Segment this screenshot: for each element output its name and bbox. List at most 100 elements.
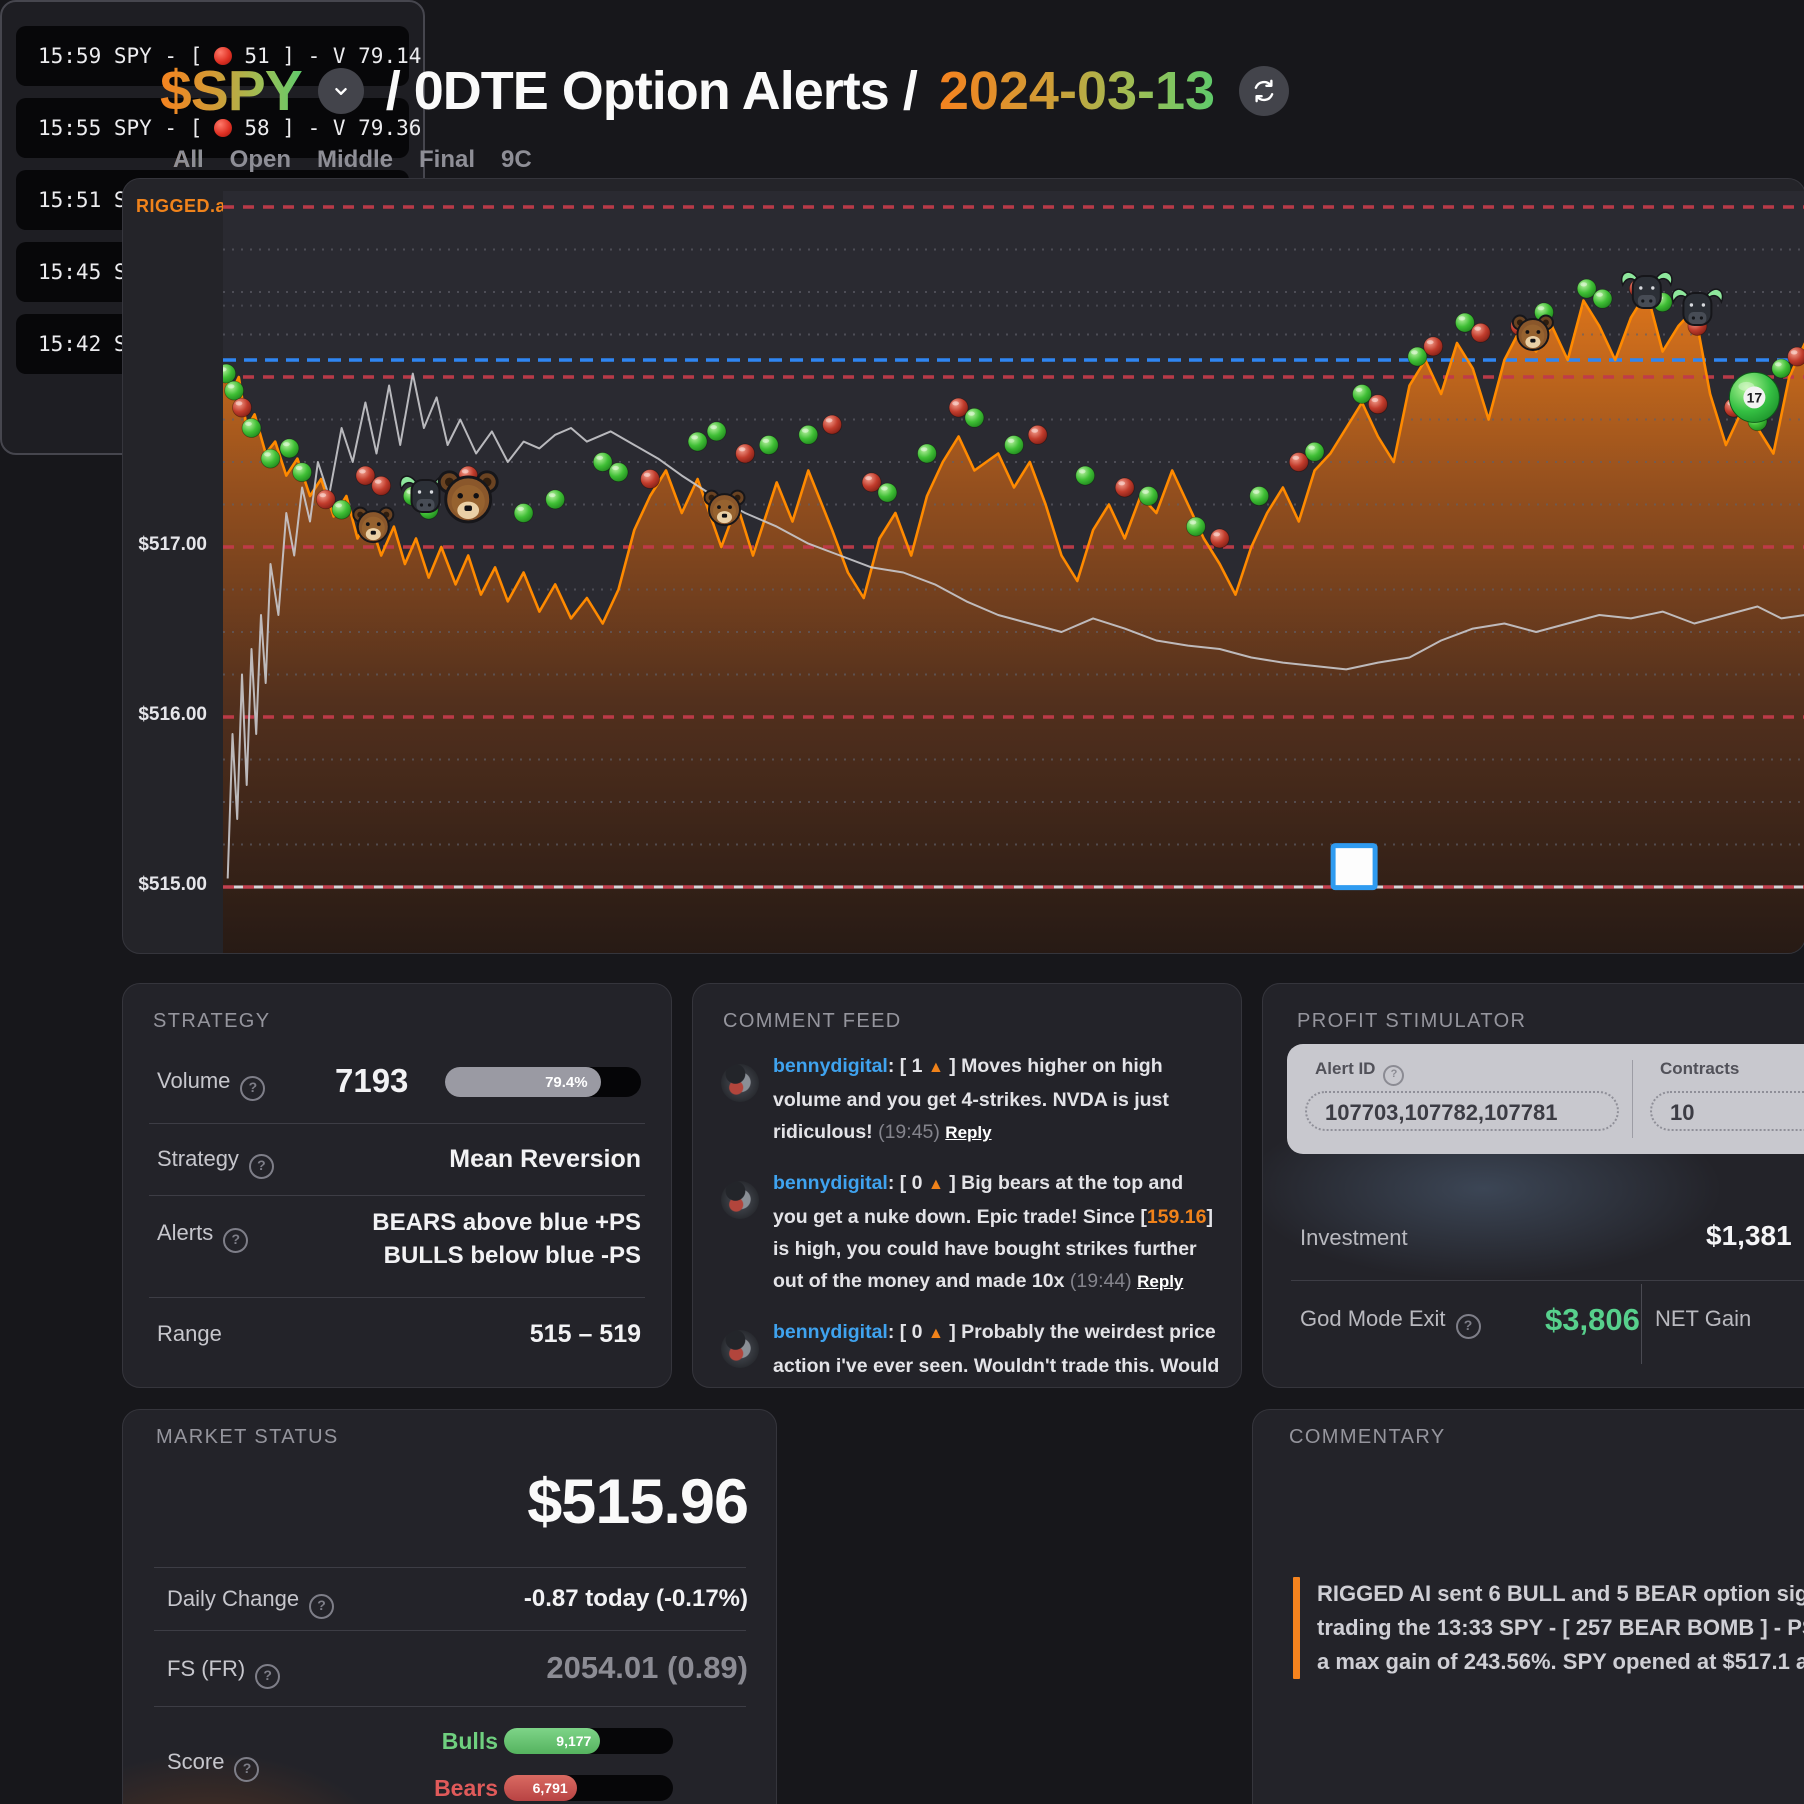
reply-link[interactable]: Reply <box>1137 1272 1184 1291</box>
help-icon[interactable]: ? <box>240 1076 266 1101</box>
fs-label: FS (FR)? <box>167 1656 281 1689</box>
bear-icon <box>703 489 746 527</box>
bull-signal-marker <box>1186 516 1206 537</box>
quote-accent-bar <box>1293 1577 1300 1679</box>
bear-signal-marker <box>1787 346 1804 367</box>
ticker-dropdown-button[interactable] <box>317 68 364 114</box>
bull-signal-marker <box>608 462 629 483</box>
refresh-button[interactable] <box>1239 66 1290 116</box>
current-price: $515.96 <box>527 1467 749 1537</box>
bears-score-bar: 6,791 <box>504 1775 673 1801</box>
filter-tabs: All Open Middle Final 9C <box>173 146 532 174</box>
bull-signal-marker <box>1407 346 1428 367</box>
price-chart[interactable]: 17 <box>216 191 1804 953</box>
help-icon[interactable]: ? <box>248 1154 274 1179</box>
bull-signal-marker <box>331 499 352 520</box>
bear-signal-marker <box>1027 424 1048 445</box>
date-label[interactable]: 2024-03-13 <box>938 61 1216 121</box>
bull-signal-marker <box>1304 441 1325 462</box>
bear-signal-marker <box>232 397 252 418</box>
commentary-panel: COMMENTARY RIGGED AI sent 6 BULL and 5 B… <box>1252 1409 1804 1804</box>
bull-signal-marker <box>687 431 708 452</box>
chart-svg[interactable]: 17 <box>216 191 1804 953</box>
range-label: Range <box>157 1321 222 1346</box>
bear-signal-marker <box>1288 452 1309 472</box>
comment-username[interactable]: bennydigital <box>773 1055 888 1077</box>
bear-signal-marker <box>822 414 842 435</box>
help-icon[interactable]: ? <box>234 1757 260 1782</box>
y-axis-label: $515.00 <box>138 874 207 895</box>
y-axis-label: $517.00 <box>138 534 207 555</box>
avatar[interactable] <box>721 1064 759 1102</box>
comment-username[interactable]: bennydigital <box>773 1321 888 1343</box>
alert-id-input[interactable]: 107703,107782,107781 <box>1305 1091 1619 1131</box>
bull-signal-marker <box>1352 384 1372 404</box>
contracts-input[interactable]: 10 <box>1650 1091 1804 1131</box>
tab-middle[interactable]: Middle <box>317 146 394 173</box>
comment-list: bennydigital: [ 1 ▲ ] Moves higher on hi… <box>721 1050 1223 1387</box>
refresh-icon <box>1254 79 1274 103</box>
page-title: / 0DTE Option Alerts / <box>385 61 918 121</box>
comment-username[interactable]: bennydigital <box>773 1172 888 1194</box>
indicator-line <box>226 372 1804 879</box>
investment-value: $1,381 <box>1706 1220 1792 1251</box>
simulator-inputs: Alert ID? 107703,107782,107781 Contracts… <box>1287 1044 1804 1154</box>
bull-signal-marker <box>1592 288 1613 309</box>
help-icon[interactable]: ? <box>223 1228 249 1253</box>
y-axis-label: $516.00 <box>138 704 207 725</box>
bear-signal-marker <box>1470 322 1491 343</box>
comment-text: bennydigital: [ 1 ▲ ] Moves higher on hi… <box>773 1055 1169 1143</box>
tab-all[interactable]: All <box>173 146 204 173</box>
panel-heading: PROFIT STIMULATOR <box>1297 1010 1527 1032</box>
panel-heading: COMMENTARY <box>1289 1426 1446 1448</box>
reply-link[interactable]: Reply <box>945 1123 992 1142</box>
watermark-label: RIGGED.ai <box>136 196 232 216</box>
tab-final[interactable]: Final <box>419 146 476 173</box>
profit-stimulator-panel: PROFIT STIMULATOR Alert ID? 107703,10778… <box>1262 983 1804 1388</box>
bull-signal-marker <box>241 418 262 438</box>
avatar[interactable] <box>721 1181 759 1219</box>
bear-signal-marker <box>735 443 755 464</box>
avatar[interactable] <box>721 1330 759 1368</box>
bulls-label: Bulls <box>441 1728 498 1754</box>
market-status-panel: MARKET STATUS $515.96 Daily Change? -0.8… <box>122 1409 777 1804</box>
strategy-value: Mean Reversion <box>449 1145 641 1173</box>
bull-signal-marker <box>224 380 245 401</box>
ticker-symbol[interactable]: $SPY <box>160 59 303 123</box>
bull-signal-marker <box>513 503 534 523</box>
strategy-panel: STRATEGY Volume? 7193 79.4% Strategy? Me… <box>122 983 672 1388</box>
bear-icon <box>1511 314 1554 351</box>
bulls-score-bar: 9,177 <box>504 1728 673 1754</box>
help-icon[interactable]: ? <box>1455 1314 1481 1339</box>
help-icon[interactable]: ? <box>255 1664 281 1689</box>
tab-9c[interactable]: 9C <box>501 146 532 173</box>
bull-signal-marker <box>260 448 281 469</box>
bear-signal-marker <box>315 489 336 510</box>
bull-signal-marker <box>964 407 985 428</box>
bear-signal-marker <box>1423 336 1444 357</box>
svg-text:17: 17 <box>1747 389 1763 405</box>
contracts-label: Contracts <box>1660 1059 1740 1078</box>
volume-progress: 79.4% <box>445 1067 641 1097</box>
comment-text: bennydigital: [ 0 ▲ ] Probably the weird… <box>773 1321 1220 1377</box>
bear-signal-marker <box>1114 477 1135 498</box>
help-icon[interactable]: ? <box>1383 1065 1405 1086</box>
comment: bennydigital: [ 0 ▲ ] Big bears at the t… <box>721 1167 1223 1298</box>
bear-signal-marker <box>640 469 661 489</box>
bull-signal-marker <box>292 462 312 483</box>
bull-signal-marker <box>545 489 566 510</box>
comment-feed-panel: COMMENT FEED bennydigital: [ 1 ▲ ] Moves… <box>692 983 1242 1388</box>
commentary-text: RIGGED AI sent 6 BULL and 5 BEAR option … <box>1317 1581 1804 1674</box>
bull-signal-marker <box>1576 278 1597 299</box>
daily-change-value: -0.87 today (-0.17%) <box>523 1585 748 1612</box>
tab-open[interactable]: Open <box>229 146 292 173</box>
bull-signal-marker <box>1004 435 1024 455</box>
bull-icon <box>1620 271 1673 309</box>
panel-heading: MARKET STATUS <box>156 1426 339 1448</box>
comment: bennydigital: [ 0 ▲ ] Probably the weird… <box>721 1316 1223 1382</box>
bull-signal-marker <box>1455 312 1475 333</box>
bull-signal-marker <box>706 421 727 442</box>
help-icon[interactable]: ? <box>309 1594 335 1619</box>
bull-signal-marker <box>1249 486 1270 506</box>
alert-row[interactable]: 15:55 SPY - [58 ] - V 79.36 <box>16 98 421 158</box>
